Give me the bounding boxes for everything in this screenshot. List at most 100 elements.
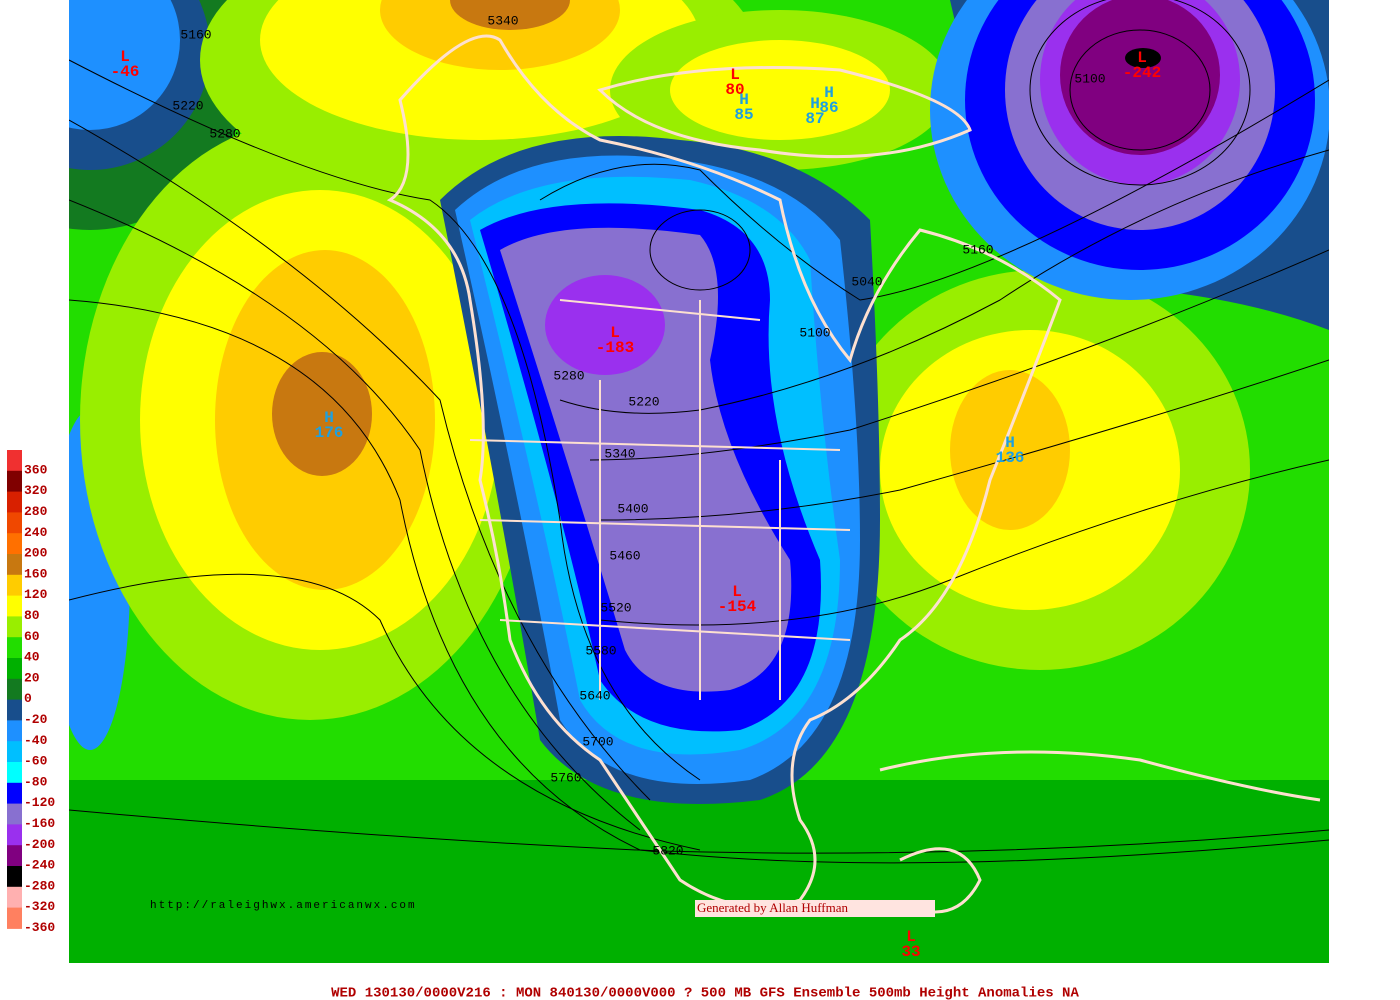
legend-label: -80 [24, 774, 48, 789]
center-value: 33 [901, 943, 920, 961]
field-blob [1125, 48, 1161, 68]
legend-swatch [7, 762, 22, 784]
contour-label: 5040 [851, 274, 882, 289]
center-value: -242 [1123, 64, 1161, 82]
center-type: H [324, 409, 334, 427]
contour-label: 5160 [962, 242, 993, 257]
center-type: L [906, 928, 916, 946]
legend-swatch [7, 491, 22, 513]
contour-label: 5280 [553, 368, 584, 383]
coastlines [386, 34, 1321, 914]
legend-swatch [7, 866, 22, 888]
legend-swatch [7, 574, 22, 597]
contour-line [69, 119, 651, 801]
field-blob [380, 0, 620, 70]
legend-swatch [7, 637, 22, 659]
legend-swatch [7, 450, 22, 472]
map-labels: 5160 5340 5220 5280 5100 5160 5040 5100 5280 5220… [111, 13, 1162, 961]
legend-label: -40 [24, 733, 48, 748]
legend-swatch [7, 554, 22, 576]
legend-swatch [7, 595, 22, 617]
contour-line [539, 79, 1329, 301]
legend-label: 40 [24, 650, 40, 665]
contour-line [1069, 29, 1211, 151]
contour-label: 5580 [585, 643, 616, 658]
contour-line [599, 459, 1329, 626]
legend-label: 280 [24, 504, 48, 519]
anomaly-field [69, 0, 1329, 963]
legend-label: 120 [24, 587, 48, 602]
legend-swatch [7, 470, 22, 493]
legend-label: -320 [24, 899, 55, 914]
field-blob [950, 370, 1070, 530]
contour-label: 5340 [487, 13, 518, 28]
contour-line [589, 249, 1329, 461]
center-type: L [732, 583, 742, 601]
contour-label: 5100 [799, 325, 830, 340]
field-band [69, 780, 1329, 963]
center-value: 85 [734, 106, 753, 124]
center-value: 136 [996, 449, 1025, 467]
contour-line [599, 359, 1329, 521]
legend-swatch [7, 907, 22, 929]
legend-label: 20 [24, 670, 40, 685]
legend-label: -160 [24, 816, 55, 831]
contour-label: 5700 [582, 734, 613, 749]
continent-outline [386, 34, 1062, 909]
center-type: L [120, 48, 130, 66]
credit-box [695, 900, 935, 917]
footer: WED 130130/0000V216 : MON 840130/0000V00… [331, 986, 1079, 1000]
credit: Generated by Allan Huffman [697, 900, 849, 915]
center-value: 86 [819, 99, 838, 117]
center-value: -46 [111, 63, 140, 81]
contour-label: 5160 [180, 27, 211, 42]
center-value: 87 [805, 110, 824, 128]
legend-swatch [7, 533, 22, 555]
center-type: H [824, 84, 834, 102]
legend-swatch [7, 699, 22, 721]
island-outline [899, 847, 982, 914]
center-value: 80 [725, 81, 744, 99]
contour-label: 5820 [652, 843, 683, 858]
contour-label: 5220 [628, 394, 659, 409]
legend-label: -200 [24, 837, 55, 852]
field-blob [272, 352, 372, 476]
contour-line [649, 209, 751, 291]
legend-swatch [7, 616, 22, 638]
center-type: H [810, 95, 820, 113]
contour-label: 5760 [550, 770, 581, 785]
legend-label: -240 [24, 858, 55, 873]
field-blob [545, 275, 665, 375]
contour-label: 5400 [617, 501, 648, 516]
contour-line [1029, 0, 1251, 186]
center-type: L [610, 324, 620, 342]
legend-swatch [7, 658, 22, 680]
legend-swatch [7, 803, 22, 825]
legend-label: -60 [24, 754, 48, 769]
legend-swatch [7, 824, 22, 846]
legend-swatch [7, 782, 22, 805]
center-type: H [739, 91, 749, 109]
legend-label: -360 [24, 920, 55, 935]
legend-label: -120 [24, 795, 55, 810]
contour-line [559, 149, 1329, 414]
legend-swatch [7, 678, 22, 701]
field-blob [670, 40, 890, 140]
contour-line [69, 573, 701, 851]
legend-label: 320 [24, 483, 48, 498]
legend-label: 0 [24, 691, 32, 706]
border-line [469, 299, 851, 700]
legend-label: 240 [24, 525, 48, 540]
legend-label: 160 [24, 566, 48, 581]
island-outline [597, 66, 972, 159]
center-value: -183 [596, 339, 634, 357]
legend-label: 200 [24, 546, 48, 561]
source-url: http://raleighwx.americanwx.com [150, 900, 417, 912]
field-blob [450, 0, 570, 30]
contour-line [69, 299, 1329, 864]
legend-label: 80 [24, 608, 40, 623]
contour-line [69, 199, 641, 831]
center-type: L [1137, 49, 1147, 67]
legend-label: -280 [24, 878, 55, 893]
